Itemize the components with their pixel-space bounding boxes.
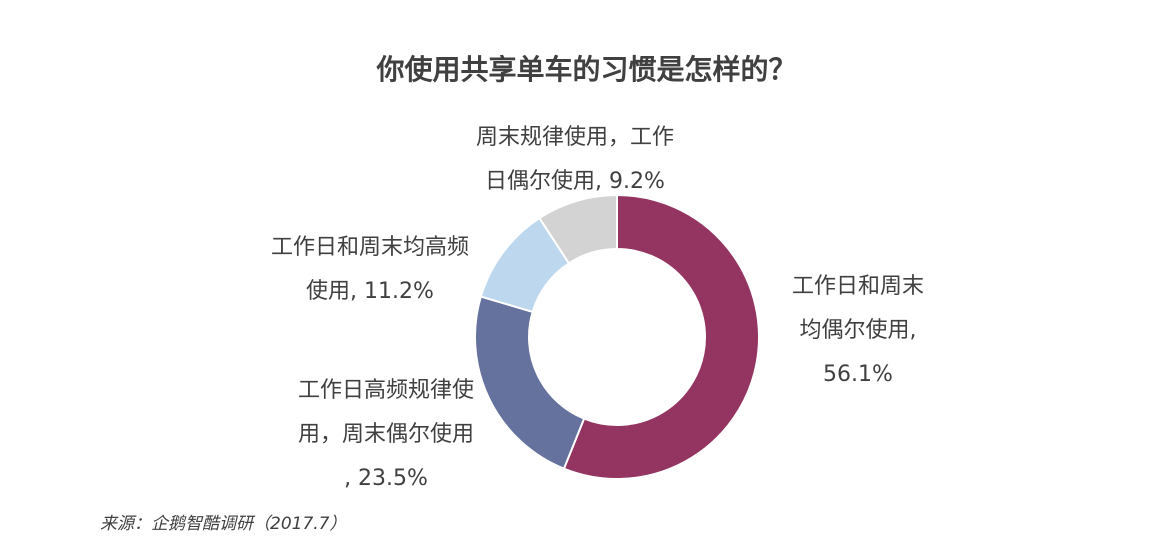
slice-label-0: 工作日和周末 均偶尔使用, 56.1% [780, 265, 936, 397]
slice-label-1-line-1: 用，周末偶尔使用 [297, 422, 474, 447]
donut-slice-3 [538, 193, 618, 265]
slice-label-2: 工作日和周末均高频 使用, 11.2% [270, 226, 470, 314]
slice-label-0-line-0: 工作日和周末 [791, 274, 924, 299]
donut-slice-0 [562, 193, 760, 480]
slice-label-2-line-0: 工作日和周末均高频 [270, 235, 469, 260]
slice-label-0-line-1: 均偶尔使用, [799, 318, 917, 343]
slice-label-0-line-2: 56.1% [823, 362, 893, 387]
chart-title: 你使用共享单车的习惯是怎样的？ [376, 53, 797, 86]
slice-label-2-line-1: 使用, 11.2% [306, 279, 434, 304]
source-note: 来源：企鹅智酷调研（2017.7） [100, 514, 347, 534]
slice-label-1-line-0: 工作日高频规律使 [297, 378, 474, 403]
slice-label-3-line-0: 周末规律使用，工作 [475, 125, 674, 150]
donut-slice-1 [474, 295, 586, 470]
slice-label-1-line-2: , 23.5% [344, 466, 428, 491]
slice-label-1: 工作日高频规律使 用，周末偶尔使用 , 23.5% [275, 369, 497, 501]
slice-label-3: 周末规律使用，工作 日偶尔使用, 9.2% [455, 116, 695, 204]
slice-label-3-line-1: 日偶尔使用, 9.2% [485, 169, 665, 194]
